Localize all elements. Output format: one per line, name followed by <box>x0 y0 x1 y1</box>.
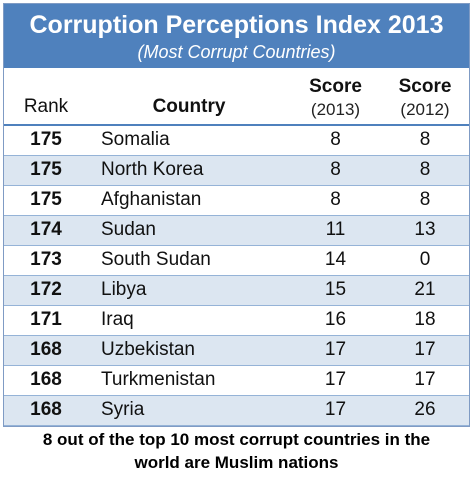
rank-cell: 171 <box>30 309 62 330</box>
country-cell: Libya <box>101 279 147 300</box>
score-label: Score <box>309 76 362 97</box>
footer-line-2: world are Muslim nations <box>134 453 339 472</box>
footer-caption: 8 out of the top 10 most corrupt countri… <box>0 428 473 474</box>
country-cell: Syria <box>101 399 145 420</box>
ranking-table: Rank Country Score (2013) Score (2012) 1… <box>4 68 469 426</box>
year-label-2013: (2013) <box>310 100 361 119</box>
table-row: 174 Sudan 11 13 <box>4 215 469 245</box>
score-label: Score <box>398 76 452 97</box>
table-row: 175 Afghanistan 8 8 <box>4 185 469 215</box>
column-header-score-2013: Score (2013) <box>290 68 381 125</box>
table-subtitle: (Most Corrupt Countries) <box>137 42 336 62</box>
header-row: Rank Country Score (2013) Score (2012) <box>4 68 469 125</box>
table-row: 172 Libya 15 21 <box>4 275 469 305</box>
score-2012-cell: 13 <box>414 219 436 240</box>
rank-cell: 168 <box>30 339 62 360</box>
cpi-table-panel: Corruption Perceptions Index 2013 (Most … <box>3 3 470 427</box>
rank-cell: 174 <box>30 219 62 240</box>
score-2013-cell: 17 <box>324 399 347 420</box>
score-2012-cell: 0 <box>419 249 431 270</box>
rank-cell: 172 <box>30 279 62 300</box>
country-cell: Turkmenistan <box>101 369 216 390</box>
score-2012-cell: 8 <box>419 129 431 151</box>
table-row: 171 Iraq 16 18 <box>4 305 469 335</box>
rank-cell: 175 <box>30 189 62 210</box>
column-header-rank: Rank <box>23 96 69 117</box>
score-2013-cell: 17 <box>324 369 347 390</box>
score-2013-cell: 17 <box>324 339 347 360</box>
table-header: Rank Country Score (2013) Score (2012) <box>4 68 469 125</box>
country-cell: Sudan <box>101 219 156 240</box>
rank-cell: 168 <box>30 369 62 390</box>
table-row: 168 Syria 17 26 <box>4 395 469 425</box>
rank-cell: 175 <box>30 159 62 180</box>
country-cell: Iraq <box>101 309 134 330</box>
score-2013-cell: 14 <box>324 249 347 270</box>
score-2012-cell: 26 <box>414 399 436 420</box>
table-row: 175 Somalia 8 8 <box>4 125 469 155</box>
score-2013-cell: 11 <box>325 219 346 240</box>
score-2013-cell: 16 <box>324 309 347 330</box>
score-2013-cell: 8 <box>330 129 341 151</box>
score-2012-cell: 21 <box>414 279 436 300</box>
year-label-2012: (2012) <box>400 100 450 119</box>
column-header-country: Country <box>152 96 226 117</box>
country-cell: Afghanistan <box>101 189 202 210</box>
score-2012-cell: 8 <box>419 159 431 180</box>
table-title: Corruption Perceptions Index 2013 <box>29 11 444 39</box>
title-banner: Corruption Perceptions Index 2013 (Most … <box>4 4 469 68</box>
table-row: 168 Turkmenistan 17 17 <box>4 365 469 395</box>
table-body: 175 Somalia 8 8 175 North Korea 8 8 175 Afghanist… <box>4 125 469 425</box>
score-2012-cell: 18 <box>414 309 436 330</box>
table-row: 168 Uzbekistan 17 17 <box>4 335 469 365</box>
country-cell: South Sudan <box>101 249 211 270</box>
country-cell: Somalia <box>101 129 170 151</box>
column-header-score-2012: Score (2012) <box>381 68 469 125</box>
score-2012-cell: 8 <box>419 189 431 210</box>
footer-line-1: 8 out of the top 10 most corrupt countri… <box>42 430 431 449</box>
score-2013-cell: 15 <box>324 279 347 300</box>
score-2013-cell: 8 <box>330 189 341 210</box>
country-cell: Uzbekistan <box>101 339 195 360</box>
rank-cell: 173 <box>30 249 62 270</box>
rank-cell: 175 <box>30 129 62 151</box>
score-2013-cell: 8 <box>330 159 341 180</box>
score-2012-cell: 17 <box>414 369 436 390</box>
score-2012-cell: 17 <box>414 339 436 360</box>
table-row: 173 South Sudan 14 0 <box>4 245 469 275</box>
rank-cell: 168 <box>30 399 62 420</box>
country-cell: North Korea <box>101 159 204 180</box>
table-row: 175 North Korea 8 8 <box>4 155 469 185</box>
